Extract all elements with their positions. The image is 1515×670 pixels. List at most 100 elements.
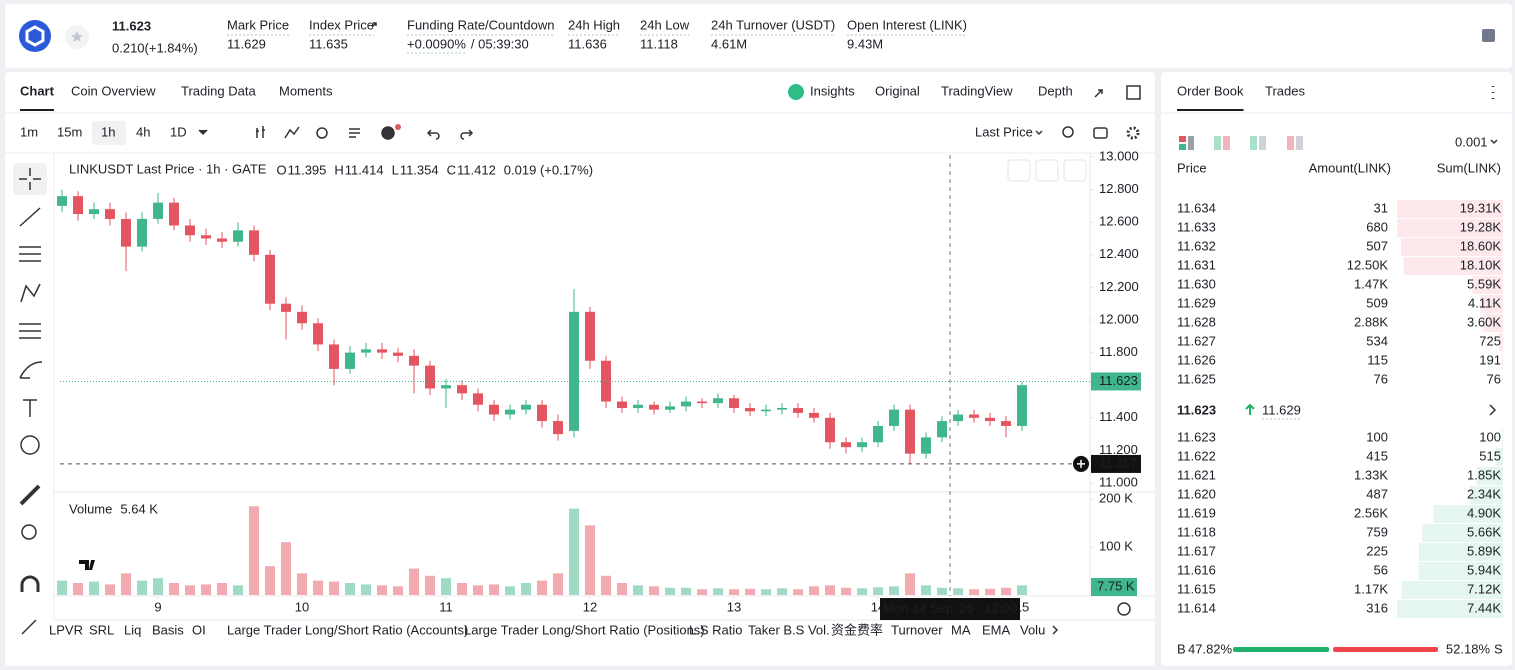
indicator[interactable]: Large Trader Long/Short Ratio (Accounts) <box>227 622 468 637</box>
book-price[interactable]: 11.630 <box>1177 276 1216 291</box>
candle-type-icon[interactable] <box>256 126 265 138</box>
indicator[interactable]: Large Trader Long/Short Ratio (Positions… <box>464 622 705 637</box>
x-tick-label: 10 <box>295 599 309 614</box>
book-price[interactable]: 11.617 <box>1177 543 1216 558</box>
text-tool[interactable] <box>23 399 37 417</box>
view-tab[interactable]: TradingView <box>941 83 1013 98</box>
indicator[interactable]: Basis <box>152 622 184 637</box>
book-price[interactable]: 11.629 <box>1177 295 1216 310</box>
book-price[interactable]: 11.628 <box>1177 314 1216 329</box>
indicator[interactable]: MA <box>951 622 971 637</box>
indicator[interactable]: Taker B.S Vol. <box>748 622 830 637</box>
volume-bar <box>377 585 387 595</box>
dropdown-icon[interactable] <box>1035 130 1043 136</box>
book-price[interactable]: 11.623 <box>1177 429 1216 444</box>
precision[interactable]: 0.001 <box>1455 134 1488 149</box>
indicator[interactable]: LPVR <box>49 622 83 637</box>
book-price[interactable]: 11.622 <box>1177 448 1216 463</box>
volume-bar <box>1001 587 1011 595</box>
interval[interactable]: 1h <box>101 124 115 139</box>
view-tab[interactable]: Original <box>875 83 920 98</box>
candle-body <box>233 230 243 242</box>
emoji-tool[interactable] <box>20 435 40 455</box>
book-price[interactable]: 11.632 <box>1177 238 1216 253</box>
crosshair-tool[interactable] <box>19 168 41 190</box>
y-tick-label: 11.200 <box>1099 442 1138 457</box>
interval-dropdown[interactable] <box>198 129 208 136</box>
chart-tab[interactable]: Chart <box>20 83 55 98</box>
scroll-button[interactable] <box>1007 159 1031 182</box>
book-price[interactable]: 11.615 <box>1177 581 1216 596</box>
book-price[interactable]: 11.621 <box>1177 467 1216 482</box>
indicator[interactable]: 资金费率 <box>831 622 883 637</box>
snapshot-icon[interactable] <box>1093 127 1108 139</box>
coin-logo[interactable] <box>19 20 51 52</box>
magnet-tool[interactable] <box>20 575 40 592</box>
volume-bar <box>921 585 931 595</box>
indicator[interactable]: L.S Ratio <box>689 622 742 637</box>
indicator[interactable]: Volu <box>1020 622 1045 637</box>
chart-tab[interactable]: Coin Overview <box>71 83 156 98</box>
book-price[interactable]: 11.620 <box>1177 486 1216 501</box>
window-icon[interactable] <box>1126 85 1141 100</box>
order-book-tab[interactable]: Order Book <box>1177 83 1244 98</box>
interval[interactable]: 15m <box>57 124 82 139</box>
zoom-tool[interactable] <box>21 524 37 540</box>
header-icon[interactable] <box>1482 29 1495 42</box>
channel-tool[interactable] <box>19 246 41 262</box>
precision-dropdown[interactable] <box>1490 139 1498 145</box>
layout-icon[interactable] <box>1214 136 1221 150</box>
add-icon[interactable] <box>381 126 395 140</box>
book-price[interactable]: 11.627 <box>1177 333 1216 348</box>
index-link-icon[interactable] <box>371 22 377 28</box>
redo-icon[interactable] <box>460 129 474 140</box>
collapse-button[interactable] <box>1035 159 1059 182</box>
layout-icon[interactable] <box>1287 136 1294 150</box>
indicator[interactable]: Turnover <box>891 622 943 637</box>
template-icon[interactable] <box>349 128 360 138</box>
indicator-icon[interactable] <box>284 126 300 139</box>
book-price[interactable]: 11.631 <box>1177 257 1216 272</box>
undo-icon[interactable] <box>426 129 440 140</box>
interval[interactable]: 1D <box>170 124 187 139</box>
replay-icon[interactable] <box>316 127 328 139</box>
indicator[interactable]: OI <box>192 622 206 637</box>
chart-tab[interactable]: Trading Data <box>181 83 256 98</box>
book-price[interactable]: 11.626 <box>1177 352 1216 367</box>
volume-bar <box>457 583 467 595</box>
axis-settings[interactable] <box>1117 602 1131 616</box>
settings-icon[interactable] <box>1126 126 1140 140</box>
book-price[interactable]: 11.625 <box>1177 371 1216 386</box>
layout-icon[interactable] <box>1179 136 1186 142</box>
price-type[interactable]: Last Price <box>975 124 1033 139</box>
indicator[interactable]: Liq <box>124 622 141 637</box>
book-price[interactable]: 11.616 <box>1177 562 1216 577</box>
interval[interactable]: 4h <box>136 124 150 139</box>
toggle-button[interactable] <box>1063 159 1087 182</box>
measure-tool[interactable] <box>19 484 41 506</box>
book-price[interactable]: 11.619 <box>1177 505 1216 520</box>
order-book-tab[interactable]: Trades <box>1265 83 1305 98</box>
brush-tool[interactable] <box>19 361 43 379</box>
indicator[interactable]: SRL <box>89 622 114 637</box>
pencil-tool[interactable] <box>21 619 37 635</box>
mid-arrow[interactable] <box>1489 404 1497 416</box>
expand-icon[interactable] <box>1094 89 1103 98</box>
interval[interactable]: 1m <box>20 124 38 139</box>
book-price[interactable]: 11.634 <box>1177 200 1216 215</box>
search-icon[interactable] <box>1062 126 1074 138</box>
fib-tool[interactable] <box>19 323 41 339</box>
book-price[interactable]: 11.614 <box>1177 600 1216 615</box>
volume-bar <box>409 568 419 595</box>
line-tool[interactable] <box>19 207 41 227</box>
chart-tab[interactable]: Moments <box>279 83 333 98</box>
book-price[interactable]: 11.618 <box>1177 524 1216 539</box>
book-price[interactable]: 11.633 <box>1177 219 1216 234</box>
indicator[interactable]: EMA <box>982 622 1011 637</box>
layout-icon[interactable] <box>1250 136 1257 150</box>
view-tab[interactable]: Insights <box>810 83 855 98</box>
pattern-tool[interactable] <box>20 283 41 303</box>
view-tab[interactable]: Depth <box>1038 83 1073 98</box>
candle-body <box>537 404 547 422</box>
scroll-right[interactable] <box>1052 625 1059 635</box>
